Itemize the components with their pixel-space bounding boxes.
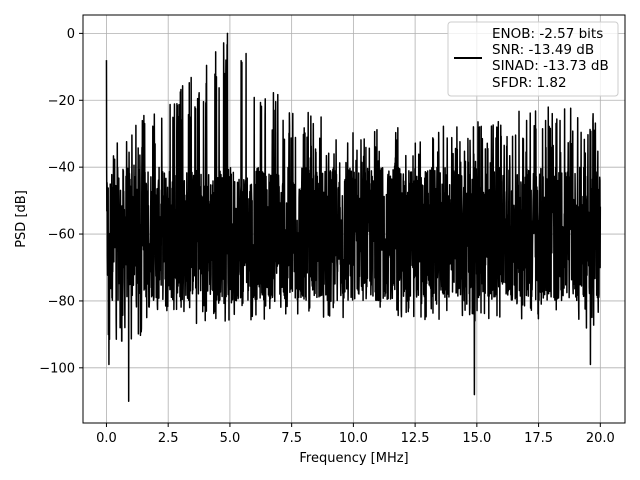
series-layer [105, 32, 602, 403]
series-line-psd [105, 32, 602, 403]
y-tick-label: −80 [48, 294, 75, 309]
x-axis: 0.0 2.5 5.0 7.5 10.0 12.5 15.0 17.5 20.0 [96, 423, 615, 446]
y-tick-label: −40 [48, 161, 75, 176]
x-tick-label: 2.5 [158, 431, 179, 446]
y-axis: 0 −20 −40 −60 −80 −100 [39, 27, 83, 376]
x-tick-label: 12.5 [401, 431, 430, 446]
y-tick-label: −100 [39, 361, 75, 376]
y-tick-label: −60 [48, 228, 75, 243]
legend-entry-sinad: SINAD: -13.73 dB [492, 58, 609, 74]
x-tick-label: 0.0 [96, 431, 117, 446]
x-tick-label: 10.0 [339, 431, 368, 446]
x-tick-label: 20.0 [586, 431, 615, 446]
x-axis-label: Frequency [MHz] [299, 451, 408, 466]
x-tick-label: 7.5 [281, 431, 302, 446]
legend-entry-snr: SNR: -13.49 dB [492, 42, 594, 58]
x-tick-label: 17.5 [524, 431, 553, 446]
legend-entry-enob: ENOB: -2.57 bits [492, 26, 603, 42]
x-tick-label: 15.0 [462, 431, 491, 446]
legend-box [447, 21, 619, 97]
plot-frame [82, 14, 626, 424]
y-axis-label: PSD [dB] [14, 190, 29, 248]
legend-entry-sfdr: SFDR: 1.82 [492, 75, 567, 91]
x-tick-label: 5.0 [220, 431, 241, 446]
y-tick-label: 0 [67, 27, 75, 42]
y-tick-label: −20 [48, 94, 75, 109]
legend: ENOB: -2.57 bits SNR: -13.49 dB SINAD: -… [447, 21, 619, 97]
